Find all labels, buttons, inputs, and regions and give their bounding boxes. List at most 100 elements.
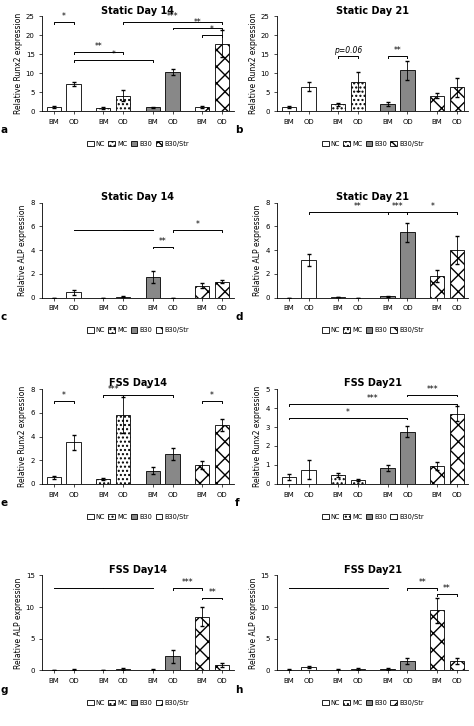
Text: *: * — [62, 12, 65, 21]
Y-axis label: Relative ALP expression: Relative ALP expression — [249, 577, 258, 669]
Bar — [195, 107, 210, 111]
Title: FSS Day21: FSS Day21 — [344, 378, 402, 388]
Bar — [400, 661, 415, 670]
Text: *: * — [210, 25, 214, 34]
Bar — [146, 471, 160, 484]
Text: c: c — [0, 312, 7, 322]
Y-axis label: Relative Runx2 expression: Relative Runx2 expression — [18, 386, 27, 487]
Text: f: f — [235, 498, 240, 508]
Text: ***: *** — [182, 578, 193, 587]
Bar — [430, 96, 444, 111]
Bar — [351, 81, 365, 111]
Bar — [381, 104, 395, 111]
Text: *: * — [430, 203, 434, 211]
Y-axis label: Relative Runx2 expression: Relative Runx2 expression — [14, 13, 23, 115]
Y-axis label: Relative ALP expression: Relative ALP expression — [253, 205, 262, 295]
Y-axis label: Relative Runx2 expression: Relative Runx2 expression — [253, 386, 262, 487]
Text: e: e — [0, 498, 7, 508]
Bar — [96, 107, 110, 111]
Legend: NC, MC, B30, B30/Str: NC, MC, B30, B30/Str — [84, 325, 191, 336]
Bar — [165, 454, 180, 484]
Text: h: h — [235, 685, 243, 695]
Text: *: * — [210, 391, 214, 400]
Bar — [282, 477, 296, 484]
Bar — [301, 86, 316, 111]
Bar — [116, 669, 130, 670]
Bar — [46, 107, 61, 111]
Y-axis label: Relative ALP expression: Relative ALP expression — [14, 577, 23, 669]
Bar — [66, 84, 81, 111]
Title: Static Day 14: Static Day 14 — [101, 6, 174, 15]
Bar — [215, 282, 229, 298]
Bar — [400, 70, 415, 111]
Y-axis label: Relative ALP expression: Relative ALP expression — [18, 205, 27, 295]
Bar — [450, 250, 464, 298]
Bar — [351, 669, 365, 670]
Text: a: a — [0, 126, 7, 136]
Bar — [381, 296, 395, 298]
Title: FSS Day14: FSS Day14 — [109, 378, 167, 388]
Text: **: ** — [94, 42, 102, 52]
Bar — [116, 96, 130, 111]
Text: **: ** — [394, 46, 401, 55]
Text: ***: *** — [367, 394, 379, 403]
Text: *: * — [195, 220, 199, 229]
Text: **: ** — [419, 578, 426, 587]
Bar — [116, 415, 130, 484]
Bar — [381, 669, 395, 670]
Bar — [450, 87, 464, 111]
Text: *: * — [111, 50, 115, 59]
Bar — [301, 260, 316, 298]
Title: FSS Day14: FSS Day14 — [109, 565, 167, 575]
Bar — [430, 611, 444, 670]
Bar — [66, 293, 81, 298]
Legend: NC, MC, B30, B30/Str: NC, MC, B30, B30/Str — [319, 511, 427, 523]
Bar — [195, 465, 210, 484]
Text: b: b — [235, 126, 243, 136]
Title: Static Day 21: Static Day 21 — [337, 6, 410, 15]
Bar — [165, 72, 180, 111]
Title: FSS Day21: FSS Day21 — [344, 565, 402, 575]
Text: ***: *** — [107, 385, 119, 394]
Text: ***: *** — [427, 385, 438, 393]
Bar — [46, 478, 61, 484]
Text: *: * — [346, 407, 350, 417]
Y-axis label: Relative Runx2 expression: Relative Runx2 expression — [249, 13, 258, 115]
Bar — [301, 470, 316, 484]
Legend: NC, MC, B30, B30/Str: NC, MC, B30, B30/Str — [84, 698, 191, 709]
Bar — [215, 425, 229, 484]
Text: d: d — [235, 312, 243, 322]
Title: Static Day 21: Static Day 21 — [337, 192, 410, 202]
Bar — [116, 297, 130, 298]
Text: *: * — [62, 391, 65, 400]
Legend: NC, MC, B30, B30/Str: NC, MC, B30, B30/Str — [84, 139, 191, 150]
Text: **: ** — [208, 587, 216, 597]
Bar — [195, 616, 210, 670]
Bar — [301, 667, 316, 670]
Bar — [165, 656, 180, 670]
Legend: NC, MC, B30, B30/Str: NC, MC, B30, B30/Str — [84, 511, 191, 523]
Text: **: ** — [354, 203, 362, 211]
Bar — [282, 107, 296, 111]
Bar — [450, 661, 464, 670]
Text: **: ** — [193, 17, 201, 27]
Bar — [430, 276, 444, 298]
Bar — [215, 665, 229, 670]
Bar — [96, 479, 110, 484]
Bar — [146, 277, 160, 298]
Bar — [331, 105, 346, 111]
Bar — [351, 480, 365, 484]
Legend: NC, MC, B30, B30/Str: NC, MC, B30, B30/Str — [319, 139, 427, 150]
Bar — [195, 286, 210, 298]
Bar — [430, 466, 444, 484]
Bar — [331, 475, 346, 484]
Text: g: g — [0, 685, 8, 695]
Bar — [215, 44, 229, 111]
Text: *: * — [146, 385, 150, 394]
Text: p=0.06: p=0.06 — [334, 46, 362, 55]
Text: **: ** — [443, 584, 451, 593]
Text: **: ** — [159, 237, 166, 245]
Bar — [381, 468, 395, 484]
Bar — [146, 107, 160, 111]
Bar — [66, 442, 81, 484]
